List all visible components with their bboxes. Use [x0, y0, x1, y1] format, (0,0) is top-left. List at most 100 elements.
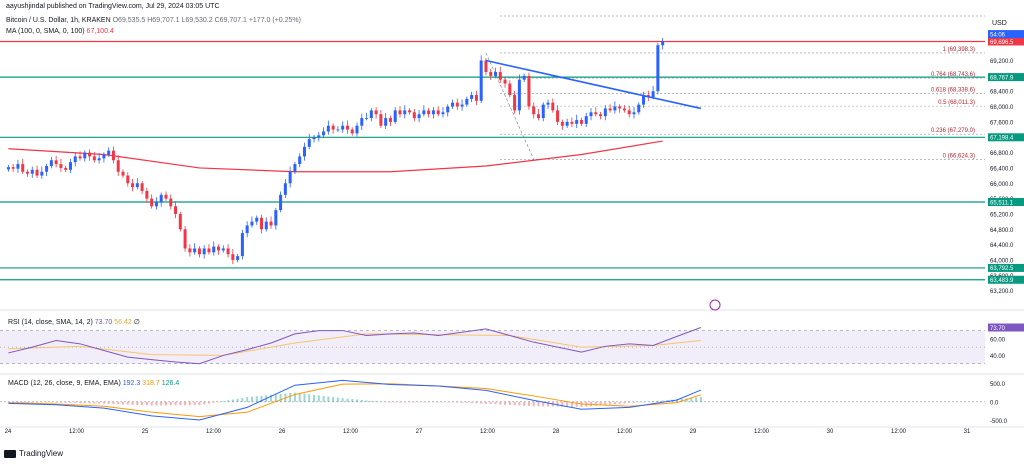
- trendline[interactable]: [485, 59, 702, 110]
- candle[interactable]: [527, 75, 531, 107]
- candle[interactable]: [570, 121, 574, 124]
- candle[interactable]: [140, 183, 144, 191]
- candle[interactable]: [560, 121, 564, 126]
- candle[interactable]: [412, 112, 416, 119]
- candle[interactable]: [365, 118, 369, 119]
- candle[interactable]: [59, 164, 63, 168]
- candle[interactable]: [193, 248, 197, 253]
- candle[interactable]: [293, 164, 297, 172]
- candle[interactable]: [83, 152, 87, 159]
- candle[interactable]: [78, 156, 82, 159]
- candle[interactable]: [517, 79, 521, 111]
- candle[interactable]: [25, 171, 29, 174]
- candle[interactable]: [470, 95, 474, 99]
- candle[interactable]: [54, 160, 58, 165]
- candle[interactable]: [484, 60, 488, 73]
- candle[interactable]: [494, 72, 497, 76]
- candle[interactable]: [508, 83, 512, 96]
- candle[interactable]: [455, 102, 459, 107]
- candle[interactable]: [551, 102, 555, 111]
- candle[interactable]: [30, 169, 34, 174]
- candle[interactable]: [393, 110, 397, 122]
- candle[interactable]: [556, 110, 560, 122]
- candle[interactable]: [317, 135, 321, 138]
- candle[interactable]: [154, 202, 158, 207]
- candle[interactable]: [107, 150, 111, 155]
- candle[interactable]: [603, 108, 607, 117]
- candle[interactable]: [169, 198, 173, 207]
- candle[interactable]: [579, 119, 583, 124]
- candle[interactable]: [422, 110, 426, 115]
- candle[interactable]: [403, 110, 407, 115]
- candle[interactable]: [398, 110, 402, 115]
- candle[interactable]: [255, 217, 259, 222]
- candle[interactable]: [661, 41, 665, 46]
- macd-pane[interactable]: [0, 379, 985, 421]
- candle[interactable]: [369, 110, 373, 119]
- candle[interactable]: [312, 137, 316, 140]
- candle[interactable]: [388, 118, 392, 122]
- candle[interactable]: [307, 139, 311, 147]
- candle[interactable]: [212, 246, 216, 253]
- candle[interactable]: [88, 152, 92, 157]
- candle[interactable]: [21, 164, 25, 172]
- candle[interactable]: [64, 167, 68, 170]
- candle[interactable]: [269, 221, 273, 226]
- candle[interactable]: [102, 154, 106, 159]
- candle[interactable]: [565, 121, 569, 126]
- candle[interactable]: [384, 118, 388, 126]
- macd-legend[interactable]: MACD (12, 26, close, 9, EMA, EMA) 192.3 …: [8, 380, 179, 387]
- candle[interactable]: [259, 217, 263, 230]
- candle[interactable]: [627, 110, 631, 115]
- alert-icon[interactable]: [709, 299, 721, 311]
- candle[interactable]: [408, 110, 412, 113]
- candle[interactable]: [288, 171, 292, 184]
- candle[interactable]: [460, 104, 464, 107]
- candle[interactable]: [441, 112, 445, 115]
- candle[interactable]: [326, 125, 330, 132]
- candle[interactable]: [322, 131, 326, 136]
- candle[interactable]: [451, 102, 455, 107]
- candle[interactable]: [126, 175, 130, 184]
- candle[interactable]: [202, 248, 206, 255]
- candle[interactable]: [331, 125, 335, 130]
- candle[interactable]: [174, 206, 178, 214]
- candle[interactable]: [217, 246, 221, 251]
- rsi-pane[interactable]: [0, 327, 985, 365]
- candle[interactable]: [479, 60, 483, 101]
- candle[interactable]: [298, 156, 302, 165]
- candle[interactable]: [302, 146, 306, 157]
- candle[interactable]: [150, 198, 154, 207]
- candle[interactable]: [584, 116, 588, 124]
- candle[interactable]: [474, 95, 478, 101]
- candle[interactable]: [236, 256, 240, 260]
- candle[interactable]: [599, 114, 603, 117]
- candle[interactable]: [608, 108, 612, 111]
- candle[interactable]: [360, 118, 364, 126]
- candle[interactable]: [6, 167, 10, 170]
- candle[interactable]: [503, 79, 507, 84]
- candle[interactable]: [446, 106, 450, 113]
- candle[interactable]: [613, 106, 617, 111]
- candle[interactable]: [532, 106, 536, 115]
- candle[interactable]: [188, 248, 192, 253]
- candle[interactable]: [541, 104, 545, 119]
- candle[interactable]: [279, 194, 283, 211]
- candle[interactable]: [417, 114, 421, 119]
- candle[interactable]: [465, 98, 469, 105]
- candle[interactable]: [546, 102, 550, 105]
- candle[interactable]: [341, 125, 345, 130]
- candle[interactable]: [489, 72, 493, 76]
- candle[interactable]: [637, 104, 641, 113]
- candle[interactable]: [498, 72, 502, 80]
- candle[interactable]: [513, 95, 517, 111]
- candle[interactable]: [345, 125, 349, 130]
- ma-legend[interactable]: MA (100, 0, SMA, 0, 100) 67,100.4: [6, 28, 114, 35]
- candle[interactable]: [121, 171, 125, 176]
- candle[interactable]: [68, 162, 72, 170]
- candle[interactable]: [231, 254, 235, 260]
- candle[interactable]: [245, 225, 249, 234]
- candle[interactable]: [622, 108, 626, 111]
- candle[interactable]: [11, 167, 15, 169]
- candle[interactable]: [35, 169, 39, 176]
